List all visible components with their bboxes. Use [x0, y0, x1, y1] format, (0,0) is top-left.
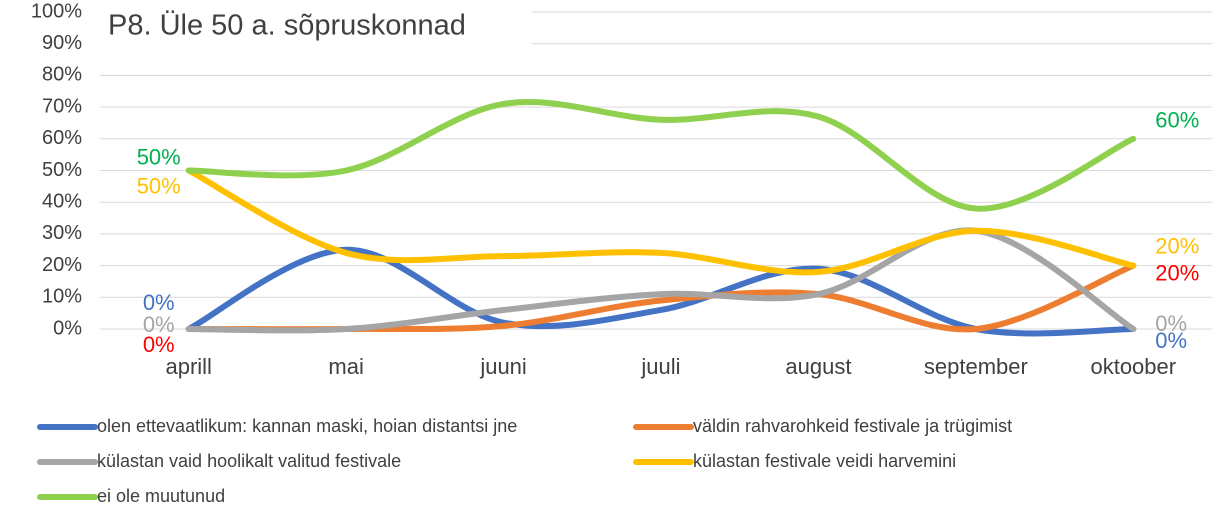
- legend-label: olen ettevaatlikum: kannan maski, hoian …: [97, 416, 517, 436]
- legend-label: külastan festivale veidi harvemini: [693, 451, 956, 471]
- y-tick-label: 90%: [42, 32, 82, 54]
- y-tick-label: 10%: [42, 286, 82, 308]
- data-label: 0%: [143, 312, 175, 337]
- chart-title: P8. Üle 50 a. sõpruskonnad: [108, 10, 466, 42]
- data-label: 0%: [143, 332, 175, 357]
- x-tick-label: juuni: [479, 354, 526, 379]
- series-line: [185, 167, 1137, 276]
- data-label: 20%: [1155, 260, 1199, 285]
- data-label: 20%: [1155, 233, 1199, 258]
- x-tick-label: oktoober: [1090, 354, 1176, 379]
- y-tick-label: 20%: [42, 254, 82, 276]
- data-label: 50%: [137, 173, 181, 198]
- legend-label: ei ole muutunud: [97, 486, 225, 506]
- y-tick-label: 50%: [42, 159, 82, 181]
- data-label: 0%: [143, 290, 175, 315]
- legend-label: väldin rahvarohkeid festivale ja trügimi…: [693, 416, 1012, 436]
- y-tick-label: 60%: [42, 127, 82, 149]
- x-tick-label: august: [785, 354, 851, 379]
- y-tick-label: 0%: [53, 317, 82, 339]
- y-tick-label: 100%: [31, 0, 82, 22]
- y-tick-label: 80%: [42, 64, 82, 86]
- y-tick-label: 30%: [42, 222, 82, 244]
- data-label: 50%: [137, 144, 181, 169]
- data-label: 0%: [1155, 328, 1187, 353]
- x-tick-label: mai: [328, 354, 363, 379]
- x-tick-label: juuli: [640, 354, 680, 379]
- y-tick-label: 70%: [42, 95, 82, 117]
- data-label: 0%: [1155, 311, 1187, 336]
- title-background: [100, 0, 532, 46]
- lines: [185, 99, 1137, 337]
- x-tick-label: september: [924, 354, 1028, 379]
- legend-label: külastan vaid hoolikalt valitud festival…: [97, 451, 401, 471]
- series-line: [185, 99, 1137, 212]
- data-label: 60%: [1155, 108, 1199, 133]
- x-tick-label: aprill: [165, 354, 211, 379]
- y-tick-label: 40%: [42, 190, 82, 212]
